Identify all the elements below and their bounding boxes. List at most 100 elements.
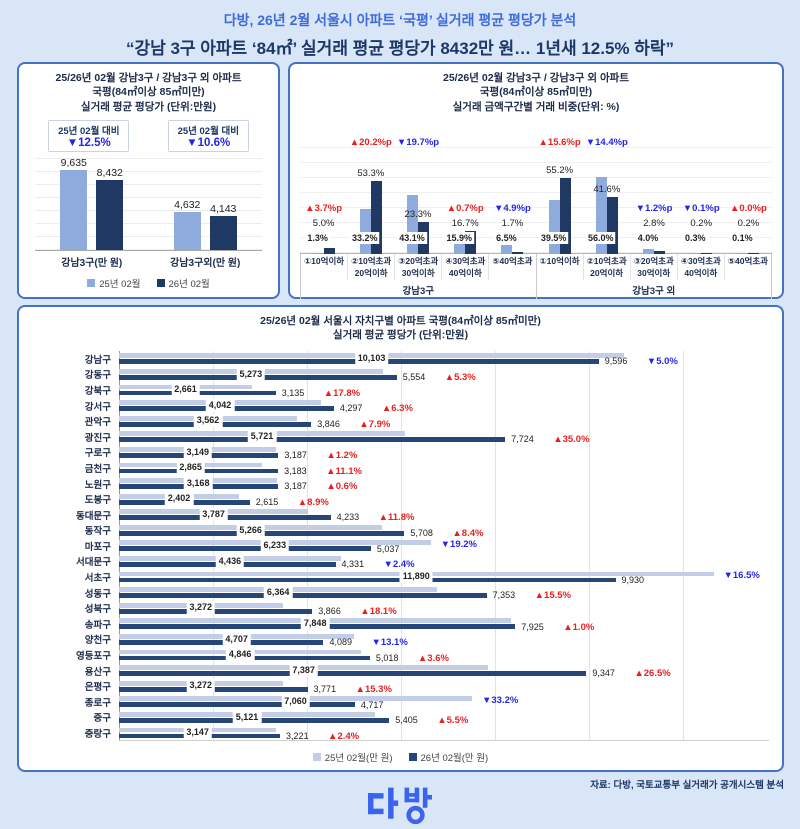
bar-value-label-25: 15.9%: [444, 232, 474, 245]
bar-25feb: [548, 199, 560, 255]
district-row: 마포구 6,233 5,037 ▼19.2%: [27, 538, 774, 554]
district-name: 금천구: [84, 463, 111, 475]
category-label: ①10억이하: [301, 254, 349, 280]
district-rows: 강남구 10,103 9,596 ▼5.0% 강동구 5,273 5,554 ▲5.3% 강북구…: [27, 350, 774, 742]
tr-bar-pair: [737, 253, 760, 255]
district-track: 7,848 7,925 ▲1.0%: [119, 616, 774, 633]
tr-bar-pair: [359, 180, 382, 255]
change-badge: ▲6.3%: [381, 403, 413, 415]
bar-26feb: [119, 640, 324, 645]
district-track: 4,042 4,297 ▲6.3%: [119, 398, 774, 414]
tr-category: 33.2% 53.3% ▲20.2%p: [347, 118, 394, 255]
tl-bar-group: 4,632 4,143: [149, 156, 263, 251]
district-name: 종로구: [84, 697, 111, 709]
bar-value-label-25: 1.3%: [305, 232, 330, 245]
bar-value-label-25: 4,436: [215, 554, 245, 568]
bar-value-label-25: 39.5%: [538, 232, 569, 245]
district-row: 광진구 5,721 7,724 ▲35.0%: [27, 429, 774, 445]
district-row: 관악구 3,562 3,846 ▲7.9%: [27, 413, 774, 430]
tr-bar-pair: [548, 178, 571, 255]
district-name: 도봉구: [84, 495, 111, 507]
district-row: 강동구 5,273 5,554 ▲5.3%: [27, 367, 774, 383]
change-badge: ▲7.9%: [359, 418, 391, 430]
bar-25feb: [60, 170, 88, 251]
district-name: 관악구: [84, 417, 111, 429]
change-badge: ▲8.9%: [297, 496, 329, 508]
district-track: 3,168 3,187 ▲0.6%: [119, 476, 774, 492]
change-badge: ▲0.6%: [326, 481, 358, 493]
district-track: 2,402 2,615 ▲8.9%: [119, 491, 774, 508]
change-badge-caption: 25년 02월 대비: [177, 126, 239, 138]
bar-26feb: [559, 178, 571, 255]
bar-value-label-26: 7,925: [521, 621, 544, 632]
bar-value-label-26: 5.0%: [312, 218, 335, 230]
bar-value-label-25: 4,042: [205, 398, 235, 412]
tr-category: 6.5% 1.7% ▼4.9%p: [489, 118, 536, 255]
legend-swatch-26-icon: [156, 279, 165, 288]
bar-value-label-25: 3,787: [199, 507, 228, 521]
tr-category-group: ①10억이하 ②10억초과 20억이하 ③20억초과 30억이하 ④30억초과 40억이하 ⑤…: [300, 254, 536, 280]
tr-bar-pair: [501, 245, 524, 255]
district-track: 11,890 9,930 ▼16.5%: [119, 569, 774, 585]
bar-value-label-26: 2,615: [255, 496, 279, 507]
category-label: 강남3구(만 원): [61, 258, 123, 270]
tr-category: 0.1% 0.2% ▲0.0%p: [725, 118, 772, 255]
bar-value-label-26: 4,089: [329, 637, 352, 648]
bar-value-label: 8,432: [96, 167, 123, 180]
district-track: 3,147 3,221 ▲2.4%: [119, 725, 774, 742]
district-row: 강북구 2,661 3,135 ▲17.8%: [27, 382, 774, 399]
change-badge: ▲1.2%: [326, 450, 358, 462]
bar-value-label-25: 7,387: [289, 663, 318, 677]
bar-value-label-26: 4,297: [339, 403, 363, 414]
bar-26feb: [606, 197, 618, 255]
chart-title-line: 실거래 평균 평당가 (단위:만원): [332, 329, 469, 342]
tl-bar-wrap: 9,635: [60, 157, 88, 251]
bar-26feb: [748, 253, 760, 255]
district-row: 강남구 10,103 9,596 ▼5.0%: [27, 351, 774, 367]
district-track: 5,721 7,724 ▲35.0%: [119, 429, 774, 445]
district-track: 6,364 7,353 ▲15.5%: [119, 585, 774, 601]
district-track: 10,103 9,596 ▼5.0%: [119, 351, 774, 367]
district-row: 강서구 4,042 4,297 ▲6.3%: [27, 398, 774, 414]
category-label: ③20억초과 30억이하: [395, 254, 443, 280]
tr-chart: 1.3% 5.0% ▲3.7%p 33.2% 53.3% ▲20.2%p 43.1% 23.3…: [300, 118, 772, 255]
bar-26feb: [370, 180, 382, 255]
bar-25feb: [173, 212, 201, 251]
tl-plot: 9,635 8,432 4,632 4,143: [35, 156, 263, 252]
district-name: 강북구: [84, 385, 111, 397]
change-badge: ▼1.2%p: [635, 203, 673, 215]
change-badge: ▲26.5%: [634, 668, 671, 680]
district-track: 2,865 3,183 ▲11.1%: [119, 460, 774, 477]
change-badge: ▲11.1%: [326, 465, 362, 477]
bar-25feb: [501, 245, 513, 255]
district-track: 7,387 9,347 ▲26.5%: [119, 663, 774, 679]
bar-25feb: [407, 194, 418, 255]
tr-category-group: ①10억이하 ②10억초과 20억이하 ③20억초과 30억이하 ④30억초과 40억이하 ⑤…: [535, 254, 772, 280]
tr-bar-pair: [690, 253, 713, 255]
tr-bar-pair: [595, 177, 618, 255]
bar-26feb: [119, 577, 616, 583]
tl-badges: 25년 02월 대비 ▼12.5% 25년 02월 대비 ▼10.6%: [29, 120, 268, 153]
tr-category: 1.3% 5.0% ▲3.7%p: [300, 118, 347, 255]
district-row: 중구 5,121 5,405 ▲5.5%: [27, 710, 774, 726]
district-row: 송파구 7,848 7,925 ▲1.0%: [27, 616, 774, 633]
category-label: ④30억초과 40억이하: [678, 254, 725, 280]
bar-value-label-25: 2,402: [164, 492, 194, 506]
change-badge: ▼14.4%p: [585, 137, 628, 149]
bar-25feb: [690, 253, 702, 255]
bar-value-label-25: 5,121: [232, 710, 262, 724]
bar-value-label: 9,635: [60, 157, 87, 170]
district-track: 7,060 4,717 ▼33.2%: [119, 694, 774, 710]
bar-25feb: [359, 208, 371, 255]
category-label: 강남3구외(만 원): [170, 258, 241, 270]
chart-title-line: 국평(84㎡이상 85㎡미만): [479, 86, 593, 99]
bar-value-label-26: 5,708: [410, 528, 433, 538]
district-name: 중랑구: [84, 729, 111, 741]
bar-value-label-26: 0.2%: [690, 218, 713, 230]
bar-value-label-26: 3,187: [284, 450, 307, 461]
change-badge: ▲15.3%: [355, 683, 392, 695]
tr-category: 15.9% 16.7% ▲0.7%p: [442, 118, 489, 255]
district-row: 서대문구 4,436 4,331 ▼2.4%: [27, 554, 774, 570]
bar-value-label-25: 43.1%: [397, 232, 427, 245]
